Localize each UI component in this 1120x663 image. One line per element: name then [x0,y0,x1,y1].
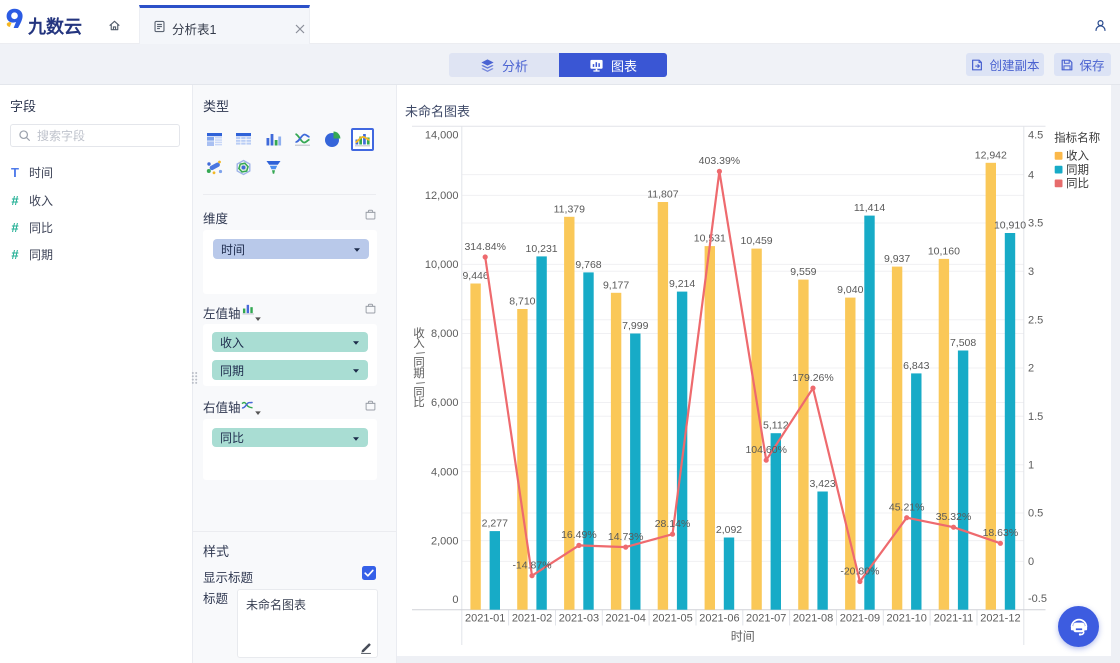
svg-text:9,214: 9,214 [668,278,694,290]
svg-text:收入: 收入 [1066,149,1089,163]
svg-text:2021-06: 2021-06 [699,612,739,624]
svg-text:6,843: 6,843 [903,360,929,372]
svg-text:2.5: 2.5 [1028,314,1043,326]
svg-text:4: 4 [1028,169,1034,181]
svg-text:2021-11: 2021-11 [933,612,973,624]
svg-text:同比: 同比 [1066,177,1089,190]
svg-text:3,423: 3,423 [809,478,835,490]
svg-text:28.14%: 28.14% [654,518,690,530]
svg-text:7,508: 7,508 [949,337,975,349]
svg-text:14.73%: 14.73% [607,531,643,543]
svg-text:2,000: 2,000 [430,535,458,547]
svg-text:10,160: 10,160 [927,245,959,257]
svg-text:-0.5: -0.5 [1028,593,1047,605]
svg-text:4,000: 4,000 [430,466,458,478]
svg-text:0.5: 0.5 [1028,508,1043,520]
svg-text:104.60%: 104.60% [745,444,786,456]
svg-text:10,459: 10,459 [740,235,772,247]
svg-text:7,999: 7,999 [622,320,648,332]
svg-text:9,559: 9,559 [790,266,816,278]
svg-text:2,277: 2,277 [481,518,507,530]
svg-text:2021-09: 2021-09 [839,612,879,624]
svg-text:-14.87%: -14.87% [512,560,551,572]
svg-text:6,000: 6,000 [430,397,458,409]
svg-text:2021-03: 2021-03 [558,612,598,624]
svg-text:2021-07: 2021-07 [746,612,786,624]
svg-text:18.63%: 18.63% [982,527,1018,539]
svg-text:同期: 同期 [1066,163,1089,176]
svg-text:8,710: 8,710 [509,296,535,308]
svg-text:2021-12: 2021-12 [980,612,1020,624]
svg-text:10,000: 10,000 [424,259,458,271]
svg-text:9,040: 9,040 [837,284,863,296]
svg-text:314.84%: 314.84% [464,241,505,253]
svg-text:2021-08: 2021-08 [792,612,832,624]
svg-text:12,942: 12,942 [974,149,1006,161]
svg-text:10,910: 10,910 [993,220,1025,232]
svg-text:2021-10: 2021-10 [886,612,926,624]
svg-text:10,231: 10,231 [525,243,557,255]
svg-text:16.49%: 16.49% [561,529,597,541]
svg-text:2,092: 2,092 [715,524,741,536]
svg-text:5,112: 5,112 [763,420,789,432]
svg-text:时间: 时间 [730,630,754,644]
svg-text:1.5: 1.5 [1028,411,1043,423]
svg-text:指标名称: 指标名称 [1054,130,1100,144]
svg-text:403.39%: 403.39% [698,155,739,167]
svg-text:9,768: 9,768 [575,259,601,271]
svg-text:8,000: 8,000 [430,328,458,340]
svg-text:2: 2 [1028,363,1034,375]
svg-text:9,177: 9,177 [602,279,628,291]
svg-text:2021-05: 2021-05 [652,612,692,624]
svg-text:45.21%: 45.21% [888,502,924,514]
svg-text:0: 0 [452,594,458,606]
svg-text:179.26%: 179.26% [792,372,833,384]
svg-text:3: 3 [1028,266,1034,278]
svg-text:11,414: 11,414 [853,202,884,214]
svg-text:9,446: 9,446 [462,270,488,282]
svg-text:0: 0 [1028,556,1034,568]
svg-text:4.5: 4.5 [1028,130,1043,142]
svg-text:3.5: 3.5 [1028,218,1043,230]
svg-text:2021-02: 2021-02 [511,612,551,624]
svg-text:35.32%: 35.32% [935,511,971,523]
svg-text:11,379: 11,379 [553,203,584,215]
svg-text:11,807: 11,807 [647,189,678,201]
svg-text:2021-04: 2021-04 [605,612,645,624]
svg-text:2021-01: 2021-01 [465,612,505,624]
svg-text:12,000: 12,000 [424,190,458,202]
svg-text:1: 1 [1028,459,1034,471]
svg-text:14,000: 14,000 [424,130,458,142]
svg-text:9,937: 9,937 [883,253,909,265]
svg-text:-20.80%: -20.80% [840,565,879,577]
